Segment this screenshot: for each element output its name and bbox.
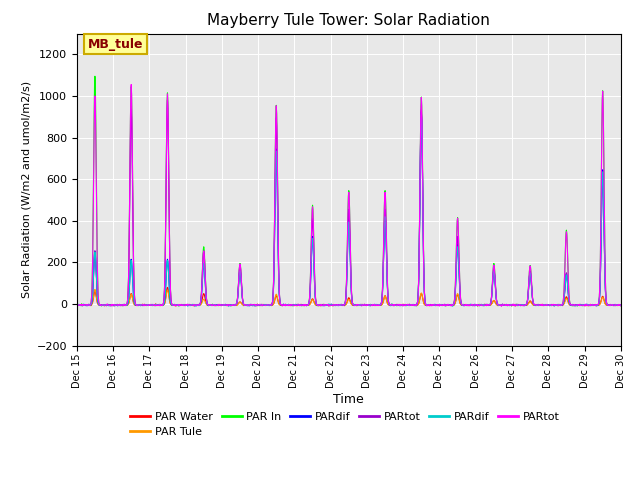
PARtot [570,302,577,308]
PARtot [164,97,172,103]
PARtot [617,302,625,308]
PARtot [522,301,530,307]
PARtot [287,302,294,308]
PAR In [433,302,440,308]
PAR Water [300,302,308,308]
PARtot [433,302,440,308]
PAR Water [570,302,577,308]
PARdif [300,302,308,308]
PAR In [193,302,201,308]
PAR Tule [433,302,441,308]
Y-axis label: Solar Radiation (W/m2 and umol/m2/s): Solar Radiation (W/m2 and umol/m2/s) [21,81,31,298]
Line: PARtot: PARtot [77,84,621,306]
PAR Water [287,302,295,308]
PAR In [91,73,99,79]
PARdif [522,301,530,307]
PARtot [617,303,625,309]
PARdif [417,109,425,115]
PARtot [73,302,81,308]
PAR Tule [193,301,201,307]
X-axis label: Time: Time [333,394,364,407]
PARtot [300,301,308,307]
PAR Water [164,285,172,290]
PAR Tule [293,303,301,309]
PARdif [449,303,456,309]
PAR Water [172,303,180,309]
Line: PARtot: PARtot [77,100,621,306]
PARdif [73,302,81,308]
PARdif [193,302,201,308]
PAR In [73,302,81,308]
PARdif [287,302,294,308]
PARdif [193,302,201,308]
PARtot [73,303,81,309]
PARtot [593,303,600,309]
PARdif [570,302,577,308]
PARtot [300,302,308,308]
PAR In [570,303,578,309]
PARdif [245,303,253,309]
PAR Tule [91,287,99,292]
PARtot [497,303,505,309]
Line: PARdif: PARdif [77,112,621,306]
Line: PAR In: PAR In [77,76,621,306]
PARdif [300,302,307,308]
PARtot [127,82,135,87]
PARtot [193,303,201,309]
Legend: PAR Water, PAR Tule, PAR In, PARdif, PARtot, PARdif, PARtot: PAR Water, PAR Tule, PAR In, PARdif, PAR… [126,408,564,442]
PARdif [73,302,81,308]
PARdif [433,302,440,308]
PAR Water [617,302,625,308]
Line: PAR Water: PAR Water [77,288,621,306]
PARdif [287,302,294,308]
PAR Water [194,302,202,308]
Line: PARdif: PARdif [77,115,621,306]
PAR In [617,302,625,308]
PAR Water [522,302,530,308]
PAR Tule [617,303,625,309]
PAR In [287,302,294,308]
PARdif [570,302,577,308]
PAR Water [433,302,441,308]
PAR In [522,302,530,308]
PAR Tule [73,302,81,308]
PAR Tule [522,302,530,308]
PAR Tule [287,302,294,308]
PARtot [522,302,530,308]
PAR In [300,302,308,308]
PARtot [569,301,577,307]
PARtot [287,302,294,308]
PARdif [617,302,625,308]
PARdif [433,302,441,308]
PAR In [569,302,577,308]
PARtot [193,302,201,308]
Title: Mayberry Tule Tower: Solar Radiation: Mayberry Tule Tower: Solar Radiation [207,13,490,28]
PAR Water [73,302,81,308]
Text: MB_tule: MB_tule [88,37,143,51]
PARdif [617,303,625,309]
PARdif [417,112,425,118]
Line: PAR Tule: PAR Tule [77,289,621,306]
PAR Tule [300,302,308,308]
PARdif [522,301,530,307]
PARtot [433,302,440,308]
PAR Tule [570,302,577,308]
